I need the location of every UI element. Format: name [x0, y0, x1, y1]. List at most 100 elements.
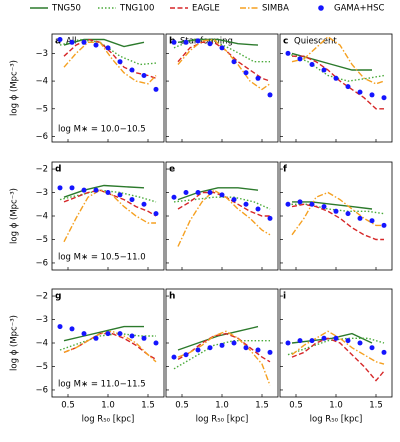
data-point — [171, 194, 177, 200]
panel: 0.5 1.0 1.5 −2 −3 −4 −5 −6 g log M∗ = 11.0−11.5 lo… — [10, 288, 165, 425]
series-line — [177, 332, 271, 363]
data-point — [195, 38, 201, 44]
data-point — [183, 190, 189, 196]
data-point — [381, 222, 387, 228]
panel: c Quiescent — [279, 33, 393, 143]
panel: f — [279, 161, 393, 271]
data-point — [357, 89, 363, 95]
data-point — [219, 45, 225, 51]
x-tick-label: 1.0 — [101, 401, 115, 411]
data-point — [231, 59, 237, 65]
data-point — [141, 73, 147, 79]
series-line — [63, 325, 144, 342]
data-point — [309, 201, 315, 207]
data-point — [93, 335, 99, 341]
legend-label: GAMA+HSC — [334, 4, 384, 14]
series-line — [173, 340, 270, 370]
data-point — [357, 215, 363, 221]
data-point — [129, 333, 135, 339]
data-point — [81, 331, 87, 337]
data-point — [117, 192, 123, 198]
y-tick-label: −6 — [35, 385, 48, 395]
panel-letter: f — [283, 165, 287, 175]
data-point — [297, 199, 303, 205]
data-point — [321, 67, 327, 73]
data-point — [369, 345, 375, 351]
legend-label: TNG100 — [119, 4, 154, 14]
data-point — [69, 185, 75, 191]
panel: bStar-forming — [165, 33, 279, 143]
y-tick-label: −4 — [35, 77, 48, 87]
x-tick-label: 0.5 — [61, 401, 75, 411]
y-tick-label: −2 — [35, 165, 48, 175]
y-tick-label: −5 — [35, 104, 48, 114]
x-tick-label: 1.0 — [329, 401, 343, 411]
legend-label: TNG50 — [51, 4, 81, 14]
x-tick-label: 1.5 — [141, 401, 155, 411]
series-line — [291, 332, 373, 344]
data-point — [69, 326, 75, 332]
panel-letter: e — [169, 165, 175, 175]
data-point — [129, 197, 135, 203]
series-line — [291, 337, 385, 382]
data-point — [285, 201, 291, 207]
data-point — [309, 61, 315, 67]
data-point — [267, 215, 273, 221]
panel-letter: g — [55, 292, 61, 302]
panel-frame — [279, 33, 393, 143]
series-line — [63, 38, 157, 79]
y-axis-label: log ϕ (Mpc⁻³) — [10, 188, 20, 244]
series-line — [177, 187, 259, 201]
data-point — [81, 187, 87, 193]
data-point — [285, 50, 291, 56]
data-point — [57, 37, 63, 43]
data-point — [255, 206, 261, 212]
series-line — [291, 203, 384, 241]
x-axis-label: log R₅₀ [kpc] — [196, 415, 249, 425]
annotation: log M∗ = 11.0−11.5 — [58, 380, 146, 390]
data-point — [153, 211, 159, 217]
legend-marker — [318, 5, 324, 11]
data-point — [243, 201, 249, 207]
data-point — [231, 197, 237, 203]
data-point — [345, 84, 351, 90]
data-point — [345, 338, 351, 344]
data-point — [381, 95, 387, 101]
data-point — [69, 39, 75, 45]
series-line — [63, 41, 157, 85]
y-tick-label: −4 — [35, 212, 48, 222]
legend-label: EAGLE — [192, 4, 220, 14]
data-point — [267, 349, 273, 355]
series-line — [63, 332, 157, 361]
data-point — [153, 86, 159, 92]
series-line — [177, 38, 271, 91]
data-point — [333, 335, 339, 341]
series-line — [287, 337, 385, 356]
series-line — [177, 41, 271, 82]
x-tick-label: 1.5 — [255, 401, 269, 411]
data-point — [321, 204, 327, 210]
panel: 0.5 1.0 1.5 h log R₅₀ [kpc] — [165, 288, 279, 425]
y-axis-label: log ϕ (Mpc⁻³) — [10, 315, 20, 371]
data-point — [195, 190, 201, 196]
data-point — [183, 352, 189, 358]
series-line — [173, 196, 271, 210]
data-point — [369, 218, 375, 224]
data-point — [141, 201, 147, 207]
y-tick-label: −2 — [35, 292, 48, 302]
annotation: log M∗ = 10.5−11.0 — [58, 253, 146, 263]
x-axis-label: log R₅₀ [kpc] — [310, 415, 363, 425]
data-point — [369, 92, 375, 98]
data-point — [117, 331, 123, 337]
x-tick-label: 0.5 — [289, 401, 303, 411]
panel: e — [165, 161, 279, 271]
series-line — [63, 184, 145, 198]
data-point — [219, 342, 225, 348]
y-tick-label: −3 — [35, 49, 48, 59]
data-point — [153, 340, 159, 346]
data-point — [93, 42, 99, 48]
data-point — [333, 208, 339, 214]
data-point — [57, 185, 63, 191]
y-tick-label: −6 — [35, 258, 48, 268]
panel: −2 −3 −4 −5 −6 d log M∗ = 10.5−11.0 log ϕ (Mpc⁻… — [10, 161, 165, 271]
